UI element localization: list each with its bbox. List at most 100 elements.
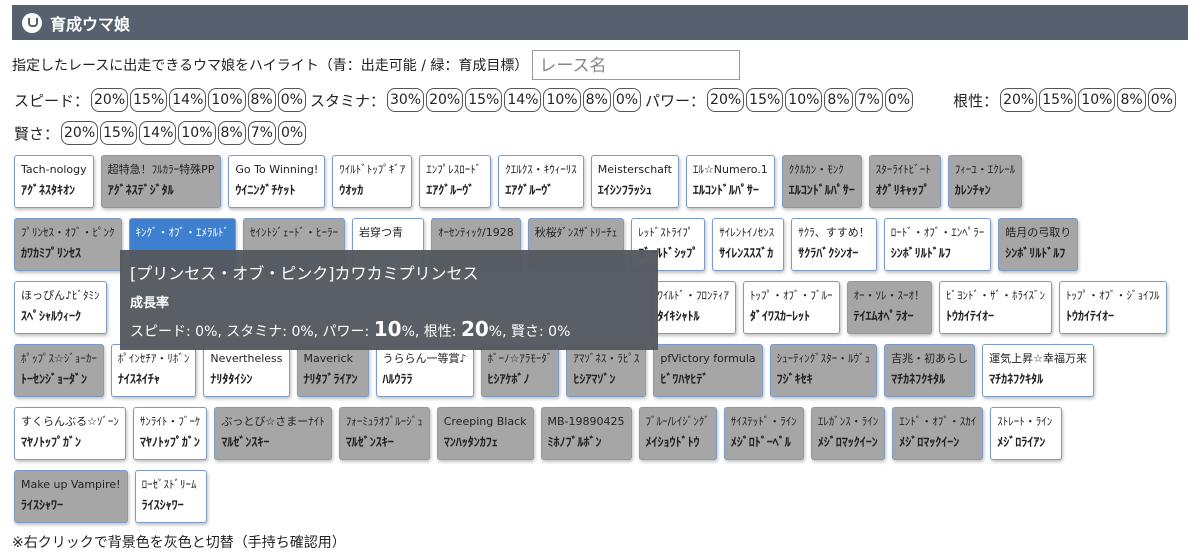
race-input[interactable]: レース名 [532, 50, 741, 80]
filter-option[interactable]: 20% [61, 121, 99, 145]
card[interactable]: ｸｸﾙｶﾝ・ﾓﾝｸ ｴﾙｺﾝﾄﾞﾙﾊﾟｻｰ [781, 155, 862, 208]
filter-option[interactable]: 20% [1000, 88, 1038, 112]
card[interactable]: MB-19890425 ﾐﾎﾉﾌﾞﾙﾎﾞﾝ [540, 407, 632, 460]
filter-option[interactable]: 8% [582, 88, 611, 112]
filter-option[interactable]: 7% [247, 121, 276, 145]
filter-option[interactable]: 10% [208, 88, 246, 112]
stat-text: %, 賢さ: 0% [488, 324, 571, 340]
card[interactable]: Creeping Black ﾏﾝﾊｯﾀﾝｶﾌｪ [436, 407, 534, 460]
card[interactable]: Maverick ﾅﾘﾀﾌﾞﾗｲｱﾝ [296, 344, 369, 397]
card[interactable]: 皓月の弓取り ｼﾝﾎﾞﾘﾙﾄﾞﾙﾌ [998, 218, 1079, 271]
card[interactable]: ｼｭｰﾃｨﾝｸﾞｽﾀｰ・ﾙｳﾞｭ ﾌｼﾞｷｾｷ [769, 344, 878, 397]
card-title: Make up Vampire! [21, 478, 121, 491]
filter-option[interactable]: 0% [884, 88, 914, 112]
card[interactable]: ﾎﾞｰﾉ☆ｱﾗﾓｰﾀﾞ ﾋｼｱｹﾎﾞﾉ [480, 344, 560, 397]
card-name: ﾒｼﾞﾛﾏｯｸｲｰﾝ [899, 435, 960, 449]
filter-option[interactable]: 15% [130, 88, 168, 112]
card[interactable]: Go To Winning! ｳｲﾆﾝｸﾞﾁｹｯﾄ [228, 155, 326, 208]
card-name: ｻｸﾗﾊﾞｸｼﾝｵｰ [798, 246, 859, 260]
card[interactable]: ほっぴん♪ﾋﾞﾀﾐﾝ ｽﾍﾟｼｬﾙｳｨｰｸ [14, 281, 107, 334]
footnote: ※右クリックで背景色を灰色と切替（手持ち確認用） [12, 535, 346, 551]
filter-option[interactable]: 0% [1147, 88, 1176, 112]
card[interactable]: ｻｸﾗ、すすめ！ ｻｸﾗﾊﾞｸｼﾝｵｰ [791, 218, 877, 271]
filter-label: スタミナ： [309, 91, 385, 110]
card[interactable]: ｻﾝﾗｲﾄ・ﾌﾞｰｹ ﾏﾔﾉﾄｯﾌﾟｶﾞﾝ [132, 407, 208, 460]
card[interactable]: ﾜｲﾙﾄﾞ・ﾌﾛﾝﾃｨｱ ﾀｲｷｼｬﾄﾙ [650, 281, 737, 334]
card[interactable]: pfVictory formula ﾋﾞﾜﾊﾔﾋﾃﾞ [653, 344, 763, 397]
card[interactable]: すくらんぶる☆ｿﾞｰﾝ ﾏﾔﾉﾄｯﾌﾟｶﾞﾝ [14, 407, 126, 460]
card[interactable]: ﾜｲﾙﾄﾞﾄｯﾌﾟｷﾞｱ ｳｵｯｶ [332, 155, 413, 208]
card[interactable]: ｻｲﾚﾝﾄｲﾉｾﾝｽ ｻｲﾚﾝｽｽｽﾞｶ [712, 218, 785, 271]
filter-option[interactable]: 0% [277, 121, 307, 145]
card[interactable]: ﾌｫｰﾐｭﾗｵﾌﾞﾙｰｼﾞｭ ﾏﾙｾﾞﾝｽｷｰ [338, 407, 430, 460]
card[interactable]: ｸｴﾙｸｽ・ｷｳｨｰﾘｽ ｴｱｸﾞﾙｰｳﾞ [498, 155, 584, 208]
filter-option[interactable]: 20% [707, 88, 745, 112]
filter-option[interactable]: 20% [426, 88, 464, 112]
filter-option[interactable]: 8% [217, 121, 246, 145]
card[interactable]: 運気上昇☆幸福万来 ﾏﾁｶﾈﾌｸｷﾀﾙ [982, 344, 1095, 397]
filter-option[interactable]: 14% [504, 88, 542, 112]
filter-option[interactable]: 30% [386, 88, 425, 112]
card-name: ﾒｲｼｮｳﾄﾞﾄｳ [645, 435, 700, 449]
card[interactable]: Make up Vampire! ﾗｲｽｼｬﾜｰ [14, 470, 128, 523]
card[interactable]: 超特急！ﾌﾙｶﾗｰ特殊PP ｱｸﾞﾈｽﾃﾞｼﾞﾀﾙ [100, 155, 222, 208]
card[interactable]: Nevertheless ﾅﾘﾀﾀｲｼﾝ [203, 344, 290, 397]
card[interactable]: ｴﾝﾄﾞ・ｵﾌﾞ・ｽｶｲ ﾒｼﾞﾛﾏｯｸｲｰﾝ [892, 407, 984, 460]
card-name: ﾏﾔﾉﾄｯﾌﾟｶﾞﾝ [139, 435, 200, 449]
card[interactable]: ｵｰ・ｿﾚ・ｽｰｵ！ ﾃｲｴﾑｵﾍﾟﾗｵｰ [846, 281, 933, 334]
instruction: 指定したレースに出走できるウマ娘をハイライト（青：出走可能 / 緑：育成目標） [12, 58, 529, 74]
card[interactable]: うららん一等賞♪ ﾊﾙｳﾗﾗ [375, 344, 474, 397]
card[interactable]: ﾛｰﾄﾞ・ｵﾌﾞ・ｴﾝﾍﾟﾗｰ ｼﾝﾎﾞﾘﾙﾄﾞﾙﾌ [883, 218, 992, 271]
card-name: ｶﾜｶﾐﾌﾟﾘﾝｾｽ [21, 246, 82, 260]
card[interactable]: ｽﾄﾚｰﾄ・ﾗｲﾝ ﾒｼﾞﾛﾗｲｱﾝ [990, 407, 1063, 460]
card[interactable]: ｻｲｽﾃｯﾄﾞ・ﾗｲﾝ ﾒｼﾞﾛﾄﾞｰﾍﾞﾙ [723, 407, 804, 460]
card-name: ﾏﾁｶﾈﾌｸｷﾀﾙ [989, 372, 1044, 386]
filter-option[interactable]: 20% [91, 88, 129, 112]
filter-option[interactable]: 15% [746, 88, 784, 112]
filter-option[interactable]: 10% [785, 88, 823, 112]
filter-option[interactable]: 15% [1039, 88, 1077, 112]
tooltip-title: [プリンセス・オブ・ピンク]カワカミプリンセス [130, 264, 479, 283]
card[interactable]: ぶっとび☆さまーﾅｲﾄ ﾏﾙｾﾞﾝｽｷｰ [214, 407, 332, 460]
filter-option[interactable]: 0% [612, 88, 642, 112]
card[interactable]: Meisterschaft ｴｲｼﾝﾌﾗｯｼｭ [590, 155, 679, 208]
card[interactable]: ｴﾙ☆Numero.1 ｴﾙｺﾝﾄﾞﾙﾊﾟｻｰ [685, 155, 775, 208]
filter-option[interactable]: 10% [543, 88, 581, 112]
card[interactable]: ｱﾏｿﾞﾈｽ・ﾗﾋﾟｽ ﾋｼｱﾏｿﾞﾝ [566, 344, 647, 397]
card-title: ﾛｰｾﾞｽﾄﾞﾘｰﾑ [141, 478, 197, 491]
stat-text: %, 根性: [401, 324, 461, 340]
card-name: ﾒｼﾞﾛﾗｲｱﾝ [997, 435, 1046, 449]
card[interactable]: 吉兆・初あらし ﾏﾁｶﾈﾌｸｷﾀﾙ [884, 344, 976, 397]
filter-option[interactable]: 15% [465, 88, 503, 112]
card[interactable]: ｴﾝﾌﾟﾚｽﾛｰﾄﾞ ｴｱｸﾞﾙｰｳﾞ [419, 155, 492, 208]
filter-option[interactable]: 10% [1078, 88, 1116, 112]
card[interactable]: ﾎﾟｯﾌﾟｽ☆ｼﾞｮｰｶｰ ﾄｰｾﾝｼﾞｮｰﾀﾞﾝ [14, 344, 104, 397]
card[interactable]: ﾎﾟｲﾝｾﾁｱ・ﾘﾎﾞﾝ ﾅｲｽﾈｲﾁｬ [110, 344, 197, 397]
filter-option[interactable]: 10% [178, 121, 216, 145]
filter-option[interactable]: 0% [277, 88, 306, 112]
card[interactable]: ﾌｨｰﾕ・ｴｸﾚｰﾙ ｶﾚﾝﾁｬﾝ [947, 155, 1023, 208]
card[interactable]: ﾋﾞﾖﾝﾄﾞ・ｻﾞ・ﾎﾗｲｽﾞﾝ ﾄｳｶｲﾃｲｵｰ [939, 281, 1053, 334]
card[interactable]: Tach-nology ｱｸﾞﾈｽﾀｷｵﾝ [14, 155, 94, 208]
card-title: ｻﾝﾗｲﾄ・ﾌﾞｰｹ [139, 415, 201, 428]
card-name: ｴﾙｺﾝﾄﾞﾙﾊﾟｻｰ [692, 183, 759, 197]
card[interactable]: ﾛｰｾﾞｽﾄﾞﾘｰﾑ ﾗｲｽｼｬﾜｰ [134, 470, 207, 523]
card-name: ﾀｲｷｼｬﾄﾙ [657, 309, 700, 323]
card-title: ﾄｯﾌﾟ・ｵﾌﾞ・ｼﾞｮｲﾌﾙ [1066, 289, 1160, 302]
filter-option[interactable]: 14% [139, 121, 177, 145]
filter-option[interactable]: 7% [854, 88, 883, 112]
card[interactable]: ﾌﾞﾙｰ/ﾚｲｼﾞﾝｸﾞ ﾒｲｼｮｳﾄﾞﾄｳ [638, 407, 717, 460]
card-row: すくらんぶる☆ｿﾞｰﾝ ﾏﾔﾉﾄｯﾌﾟｶﾞﾝ ｻﾝﾗｲﾄ・ﾌﾞｰｹ ﾏﾔﾉﾄｯﾌﾟｶﾞ… [14, 407, 1194, 462]
filter-option[interactable]: 15% [100, 121, 138, 145]
filter-option[interactable]: 8% [1117, 88, 1146, 112]
card[interactable]: ｴﾚｶﾞﾝｽ・ﾗｲﾝ ﾒｼﾞﾛﾏｯｸｲｰﾝ [810, 407, 886, 460]
filter-option[interactable]: 8% [247, 88, 276, 112]
card[interactable]: ﾄｯﾌﾟ・ｵﾌﾞ・ﾌﾞﾙｰ ﾀﾞｲﾜｽｶｰﾚｯﾄ [743, 281, 840, 334]
card[interactable]: ﾌﾟﾘﾝｾｽ・ｵﾌﾞ・ﾋﾟﾝｸ ｶﾜｶﾐﾌﾟﾘﾝｾｽ [14, 218, 122, 271]
card-title: ｴﾙ☆Numero.1 [692, 163, 768, 176]
card[interactable]: ﾄｯﾌﾟ・ｵﾌﾞ・ｼﾞｮｲﾌﾙ ﾄｳｶｲﾃｲｵｰ [1059, 281, 1167, 334]
card[interactable]: ｽﾀｰﾗｲﾄﾋﾞｰﾄ ｵｸﾞﾘｷｬｯﾌﾟ [868, 155, 941, 208]
filter-option[interactable]: 14% [169, 88, 207, 112]
filter-option[interactable]: 8% [824, 88, 853, 112]
card-title: ｽﾄﾚｰﾄ・ﾗｲﾝ [997, 415, 1053, 428]
